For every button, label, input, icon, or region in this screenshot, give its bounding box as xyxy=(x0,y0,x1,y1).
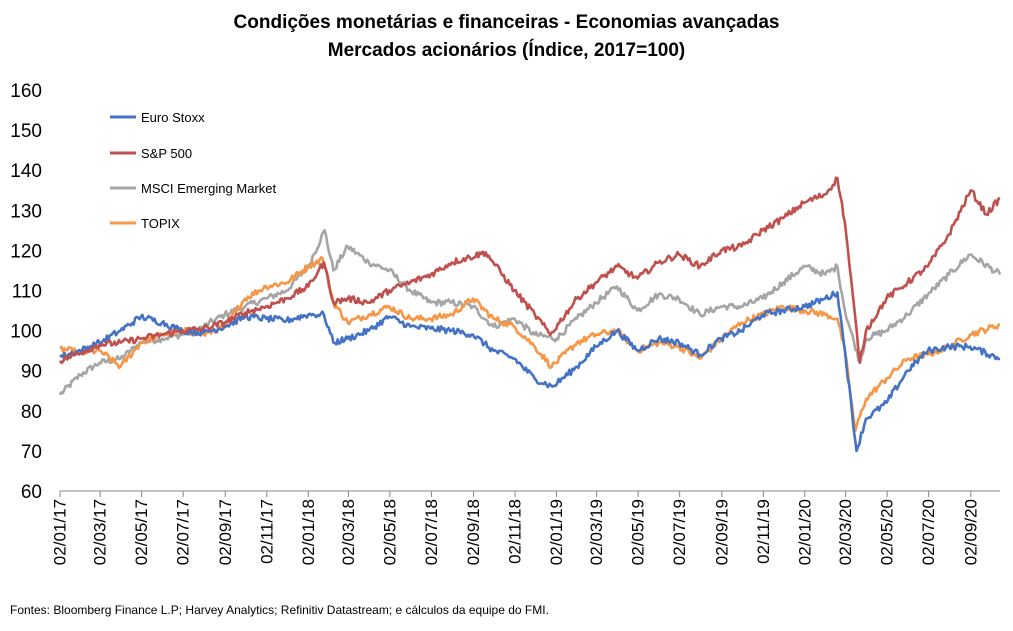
y-tick-label: 110 xyxy=(12,282,42,303)
chart-subtitle: Mercados acionários (Índice, 2017=100) xyxy=(327,40,686,61)
x-tick-label: 02/05/17 xyxy=(132,499,151,565)
x-tick-label: 02/07/20 xyxy=(919,499,938,565)
x-tick-label: 02/11/18 xyxy=(506,499,525,564)
series-line-s-p-500 xyxy=(58,176,1001,365)
chart-title: Condições monetárias e financeiras - Eco… xyxy=(233,12,780,33)
x-tick-label: 02/05/20 xyxy=(878,499,897,565)
x-tick-label: 02/01/20 xyxy=(795,499,814,565)
x-tick-label: 02/03/17 xyxy=(91,499,110,565)
y-tick-label: 140 xyxy=(10,161,42,182)
y-tick-label: 100 xyxy=(10,322,42,343)
y-tick-label: 60 xyxy=(21,482,42,503)
x-tick-label: 02/03/19 xyxy=(587,499,606,565)
y-tick-label: 70 xyxy=(21,442,42,463)
x-tick-label: 02/11/19 xyxy=(754,499,773,564)
source-note: Fontes: Bloomberg Finance L.P; Harvey An… xyxy=(10,603,549,617)
x-tick-label: 02/07/19 xyxy=(670,499,689,565)
x-tick-label: 02/01/19 xyxy=(547,499,566,565)
y-tick-label: 160 xyxy=(10,81,42,102)
y-tick-label: 130 xyxy=(10,201,42,222)
x-tick-label: 02/05/19 xyxy=(629,499,648,565)
x-tick-label: 02/09/19 xyxy=(712,499,731,565)
x-tick-label: 02/09/20 xyxy=(961,499,980,565)
legend-label: Euro Stoxx xyxy=(141,110,205,125)
legend-label: MSCI Emerging Market xyxy=(141,181,276,196)
x-tick-label: 02/09/18 xyxy=(464,499,483,565)
x-tick-label: 02/07/18 xyxy=(422,499,441,565)
series-line-msci-emerging-market xyxy=(58,229,1002,396)
y-tick-label: 80 xyxy=(21,402,42,423)
x-tick-label: 02/03/18 xyxy=(339,499,358,565)
x-tick-label: 02/05/18 xyxy=(380,499,399,565)
series-line-euro-stoxx xyxy=(59,290,1001,453)
legend-label: TOPIX xyxy=(141,216,180,231)
x-tick-label: 02/09/17 xyxy=(216,499,235,565)
x-tick-label: 02/01/17 xyxy=(51,499,70,565)
y-tick-label: 150 xyxy=(10,121,42,142)
x-tick-label: 02/01/18 xyxy=(299,499,318,565)
y-tick-label: 120 xyxy=(10,241,42,262)
x-tick-label: 02/07/17 xyxy=(174,499,193,565)
x-tick-label: 02/11/17 xyxy=(257,499,276,564)
legend-label: S&P 500 xyxy=(141,146,192,161)
y-tick-label: 90 xyxy=(21,362,42,383)
x-tick-label: 02/03/20 xyxy=(836,499,855,565)
